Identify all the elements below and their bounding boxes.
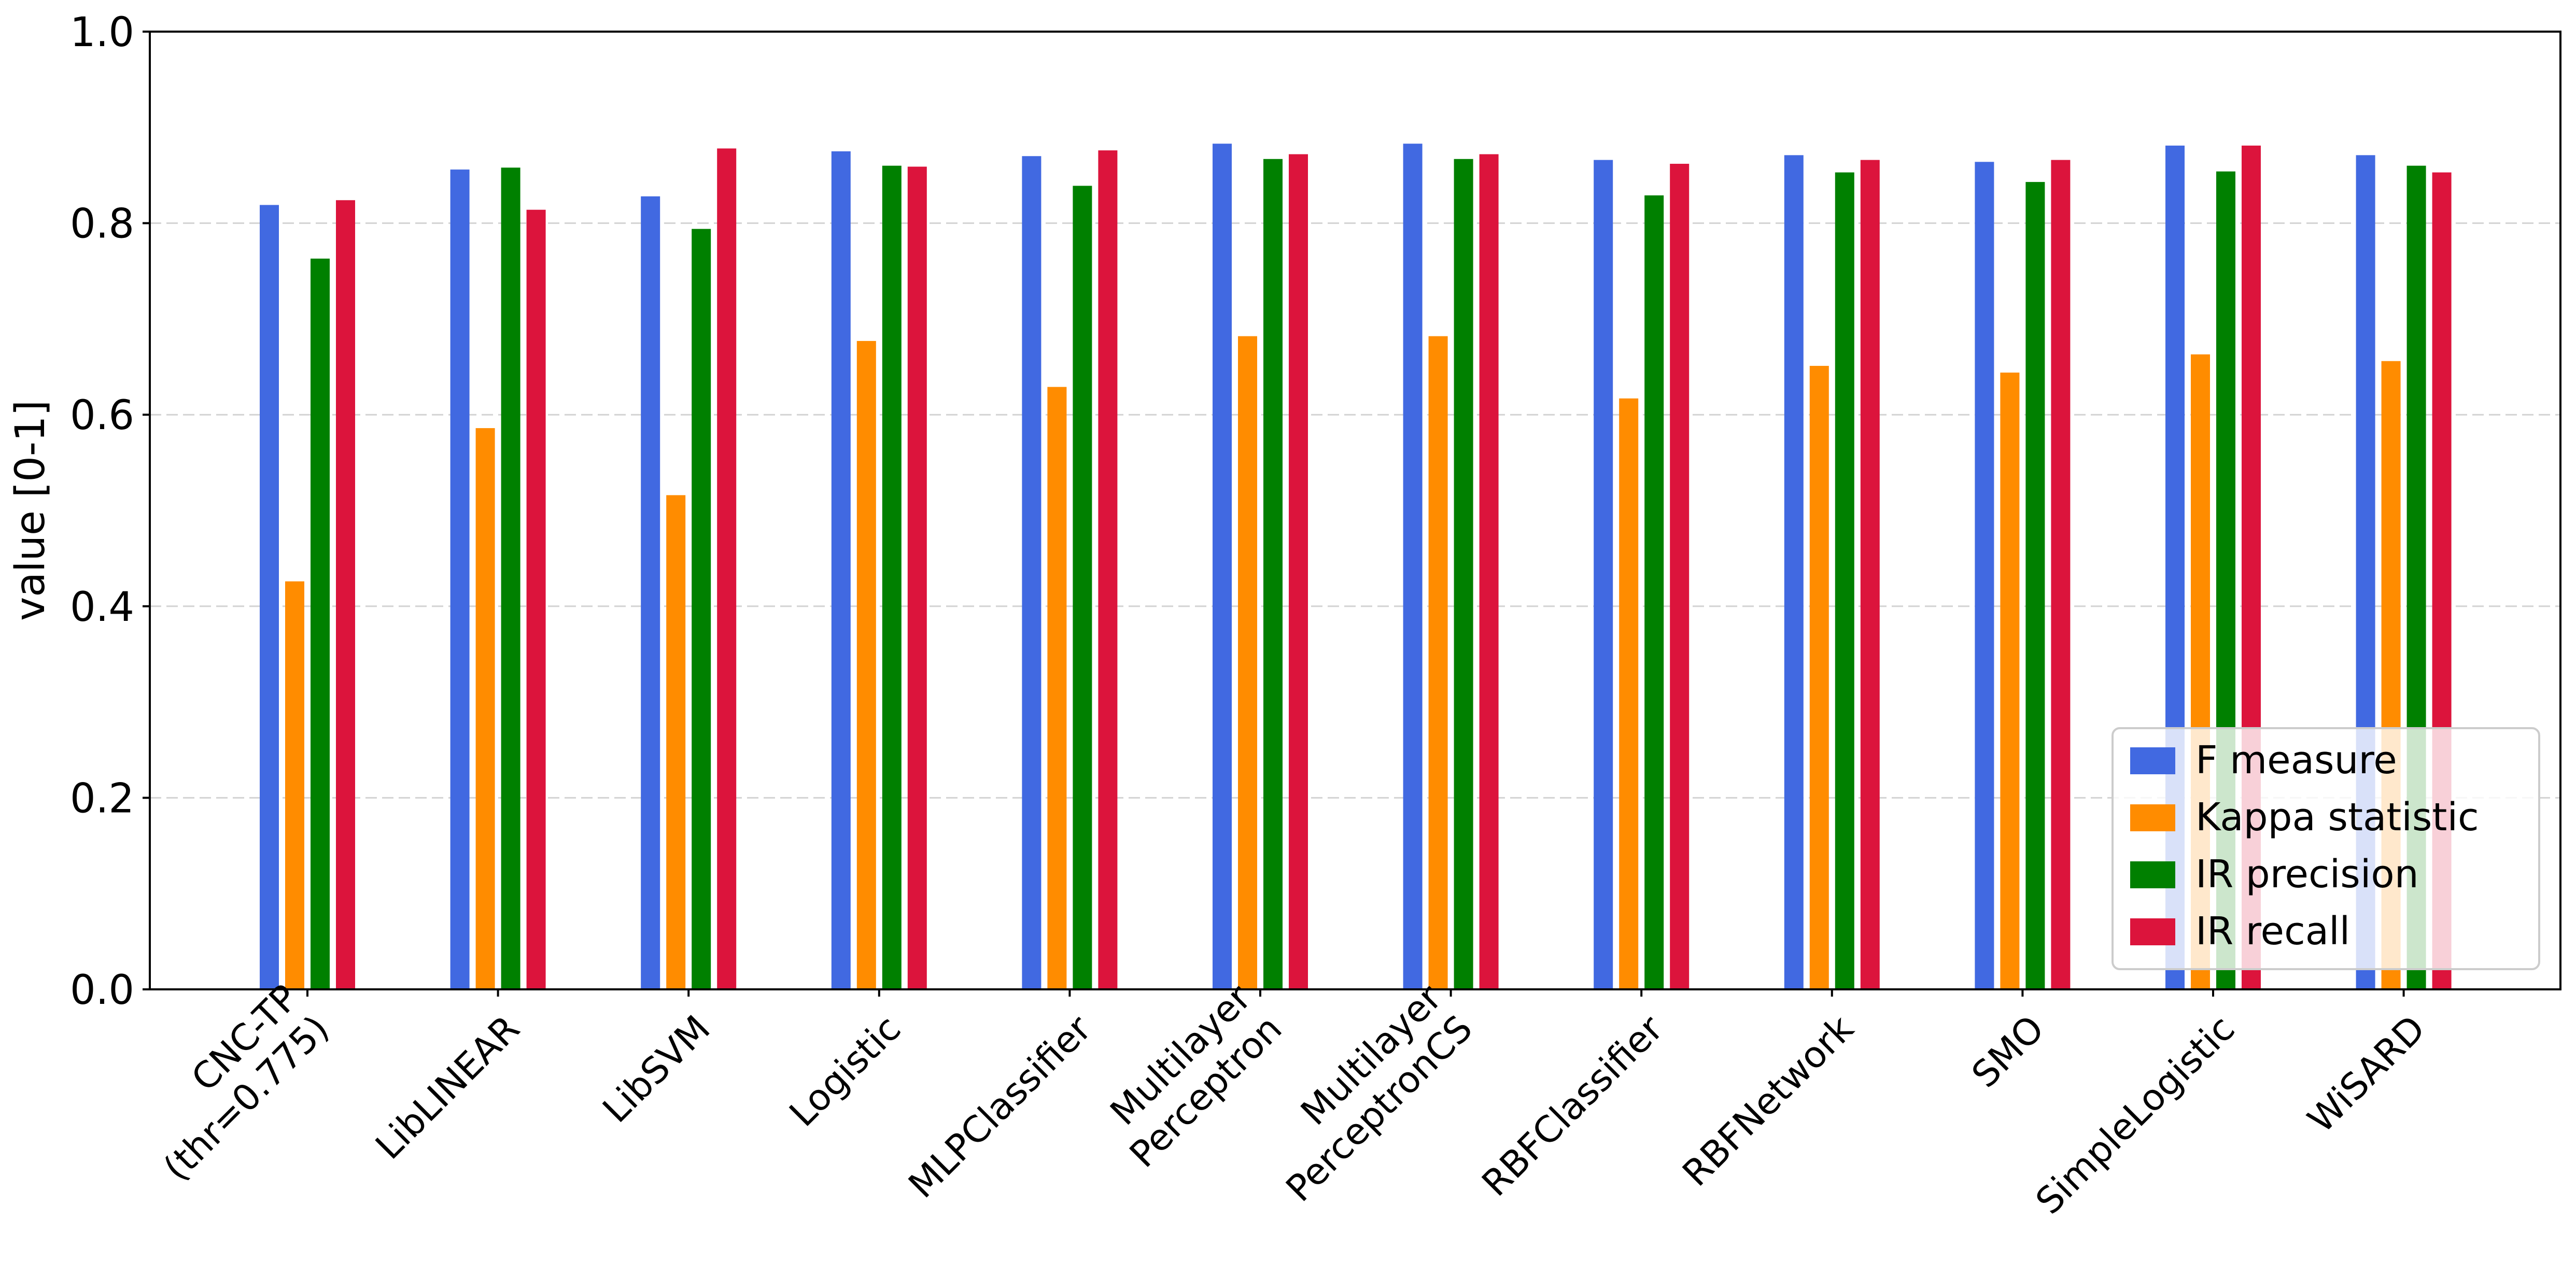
- bar-kappa-statistic: [666, 495, 686, 989]
- y-axis-ticks: 0.0 0.2 0.4 0.6 0.8 1.0: [70, 9, 150, 1014]
- bar-ir-precision: [1835, 172, 1854, 989]
- bar-f-measure: [1594, 160, 1613, 990]
- bar-ir-recall: [1098, 150, 1118, 990]
- bar-ir-precision: [1073, 186, 1092, 989]
- bar-f-measure: [641, 196, 660, 990]
- bar-f-measure: [1784, 155, 1804, 990]
- bar-ir-recall: [1860, 160, 1880, 990]
- bar-ir-recall: [717, 148, 737, 989]
- bar-f-measure: [1403, 144, 1423, 989]
- bar-kappa-statistic: [1238, 336, 1257, 989]
- bar-ir-precision: [1644, 195, 1664, 989]
- bar-kappa-statistic: [1809, 365, 1829, 989]
- bar-ir-recall: [336, 200, 355, 989]
- y-tick-label: 0.0: [70, 967, 134, 1014]
- bar-f-measure: [1975, 162, 1994, 989]
- bar-ir-recall: [1289, 154, 1308, 990]
- bar-kappa-statistic: [1047, 387, 1067, 990]
- y-axis-title: value [0-1]: [7, 400, 54, 621]
- bar-kappa-statistic: [285, 581, 304, 989]
- y-tick-label: 0.4: [70, 584, 134, 631]
- legend-swatch: [2130, 747, 2175, 774]
- bar-f-measure: [260, 205, 279, 989]
- legend-swatch: [2130, 918, 2175, 945]
- y-tick-label: 0.2: [70, 775, 134, 822]
- bar-kappa-statistic: [1428, 336, 1448, 989]
- bar-ir-recall: [526, 209, 546, 989]
- legend-swatch: [2130, 861, 2175, 888]
- bar-kappa-statistic: [475, 428, 495, 989]
- bar-f-measure: [831, 151, 851, 989]
- legend-box: [2112, 727, 2540, 970]
- legend-label: Kappa statistic: [2195, 795, 2479, 840]
- legend-label: IR recall: [2195, 909, 2350, 954]
- bar-f-measure: [1213, 144, 1232, 989]
- legend-swatch: [2130, 804, 2175, 831]
- bar-ir-precision: [882, 165, 902, 990]
- y-tick-label: 1.0: [70, 9, 134, 56]
- bar-kappa-statistic: [1619, 398, 1639, 990]
- bar-ir-recall: [2051, 160, 2071, 990]
- legend-label: F measure: [2195, 738, 2397, 783]
- bar-ir-precision: [2025, 182, 2045, 989]
- y-tick-label: 0.8: [70, 201, 134, 248]
- bar-ir-precision: [311, 258, 330, 989]
- bar-f-measure: [1022, 156, 1041, 989]
- bar-f-measure: [450, 169, 470, 989]
- bar-ir-recall: [1670, 164, 1690, 990]
- bar-ir-precision: [501, 167, 520, 989]
- bar-ir-recall: [1479, 154, 1499, 990]
- bar-ir-precision: [692, 229, 711, 989]
- bar-kappa-statistic: [856, 340, 876, 989]
- bar-kappa-statistic: [2000, 372, 2020, 990]
- bar-ir-recall: [907, 166, 927, 989]
- y-tick-label: 0.6: [70, 392, 134, 439]
- legend-label: IR precision: [2195, 852, 2419, 897]
- bar-ir-precision: [1263, 159, 1283, 990]
- bar-ir-precision: [1454, 159, 1473, 990]
- plot-frame: [149, 31, 2561, 990]
- legend: F measure Kappa statistic IR precision IR r…: [2112, 727, 2540, 970]
